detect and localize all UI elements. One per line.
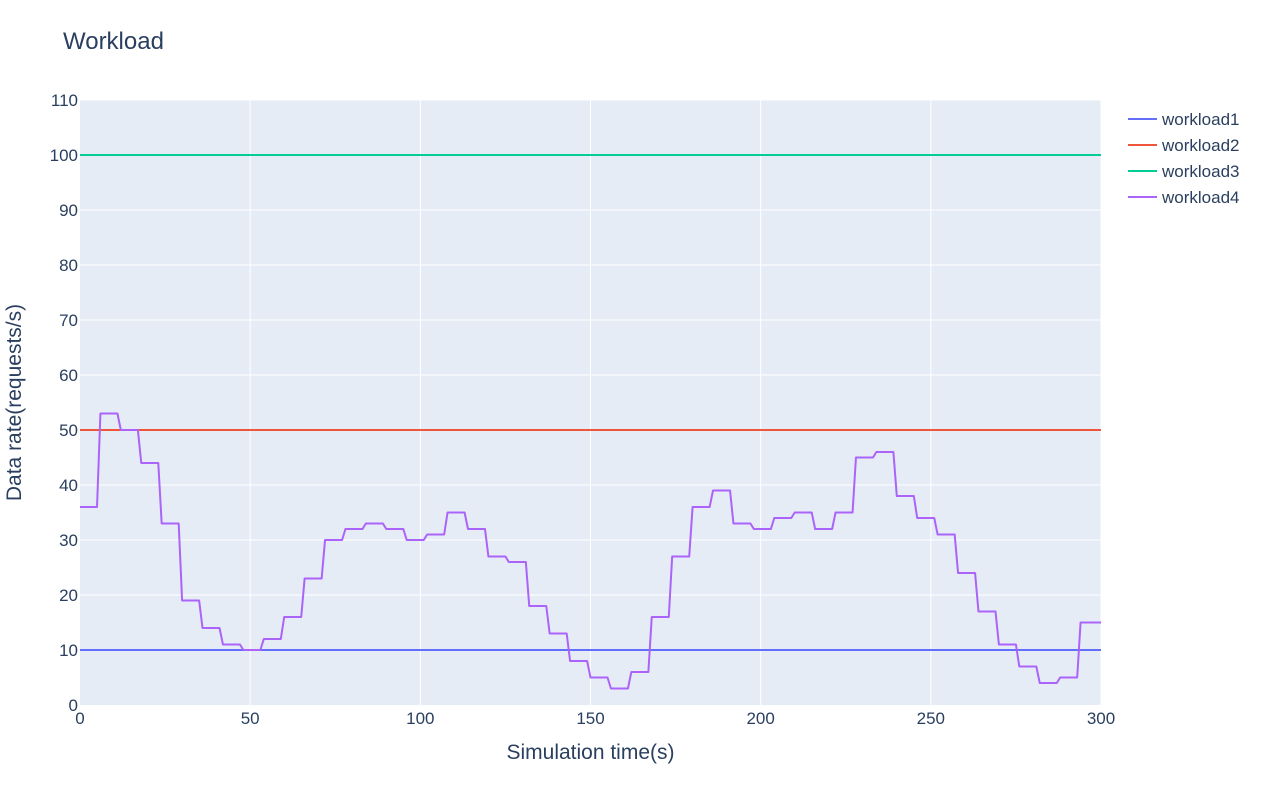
x-tick-label: 100 — [406, 709, 434, 728]
y-tick-label: 10 — [59, 641, 78, 660]
x-tick-label: 300 — [1087, 709, 1115, 728]
y-tick-label: 0 — [69, 696, 78, 715]
x-tick-label: 200 — [746, 709, 774, 728]
series-lines — [80, 154, 1101, 690]
y-tick-label: 20 — [59, 586, 78, 605]
y-tick-label: 80 — [59, 256, 78, 275]
x-tick-label: 0 — [75, 709, 84, 728]
y-tick-label: 40 — [59, 476, 78, 495]
y-tick-label: 90 — [59, 201, 78, 220]
legend-label: workload2 — [1161, 136, 1240, 155]
y-tick-label: 110 — [51, 91, 78, 110]
y-tick-label: 70 — [59, 311, 78, 330]
legend: workload1 workload2 workload3 workload4 — [1128, 110, 1240, 207]
x-tick-label: 50 — [241, 709, 260, 728]
x-tick-label: 250 — [917, 709, 945, 728]
y-axis-ticks: 0 10 20 30 40 50 60 70 80 90 100 110 — [50, 91, 78, 715]
y-axis-title: Data rate(requests/s) — [3, 304, 26, 501]
series-line-workload4 — [80, 412, 1101, 690]
y-tick-label: 50 — [59, 421, 78, 440]
y-tick-label: 100 — [50, 146, 78, 165]
legend-label: workload4 — [1161, 188, 1240, 207]
y-tick-label: 60 — [59, 366, 78, 385]
x-axis-ticks: 0 50 100 150 200 250 300 — [75, 709, 1115, 728]
x-axis-title: Simulation time(s) — [506, 741, 674, 764]
x-tick-label: 150 — [576, 709, 604, 728]
y-tick-label: 30 — [59, 531, 78, 550]
legend-label: workload1 — [1161, 110, 1240, 129]
legend-label: workload3 — [1161, 162, 1240, 181]
chart-title: Workload — [63, 28, 164, 55]
